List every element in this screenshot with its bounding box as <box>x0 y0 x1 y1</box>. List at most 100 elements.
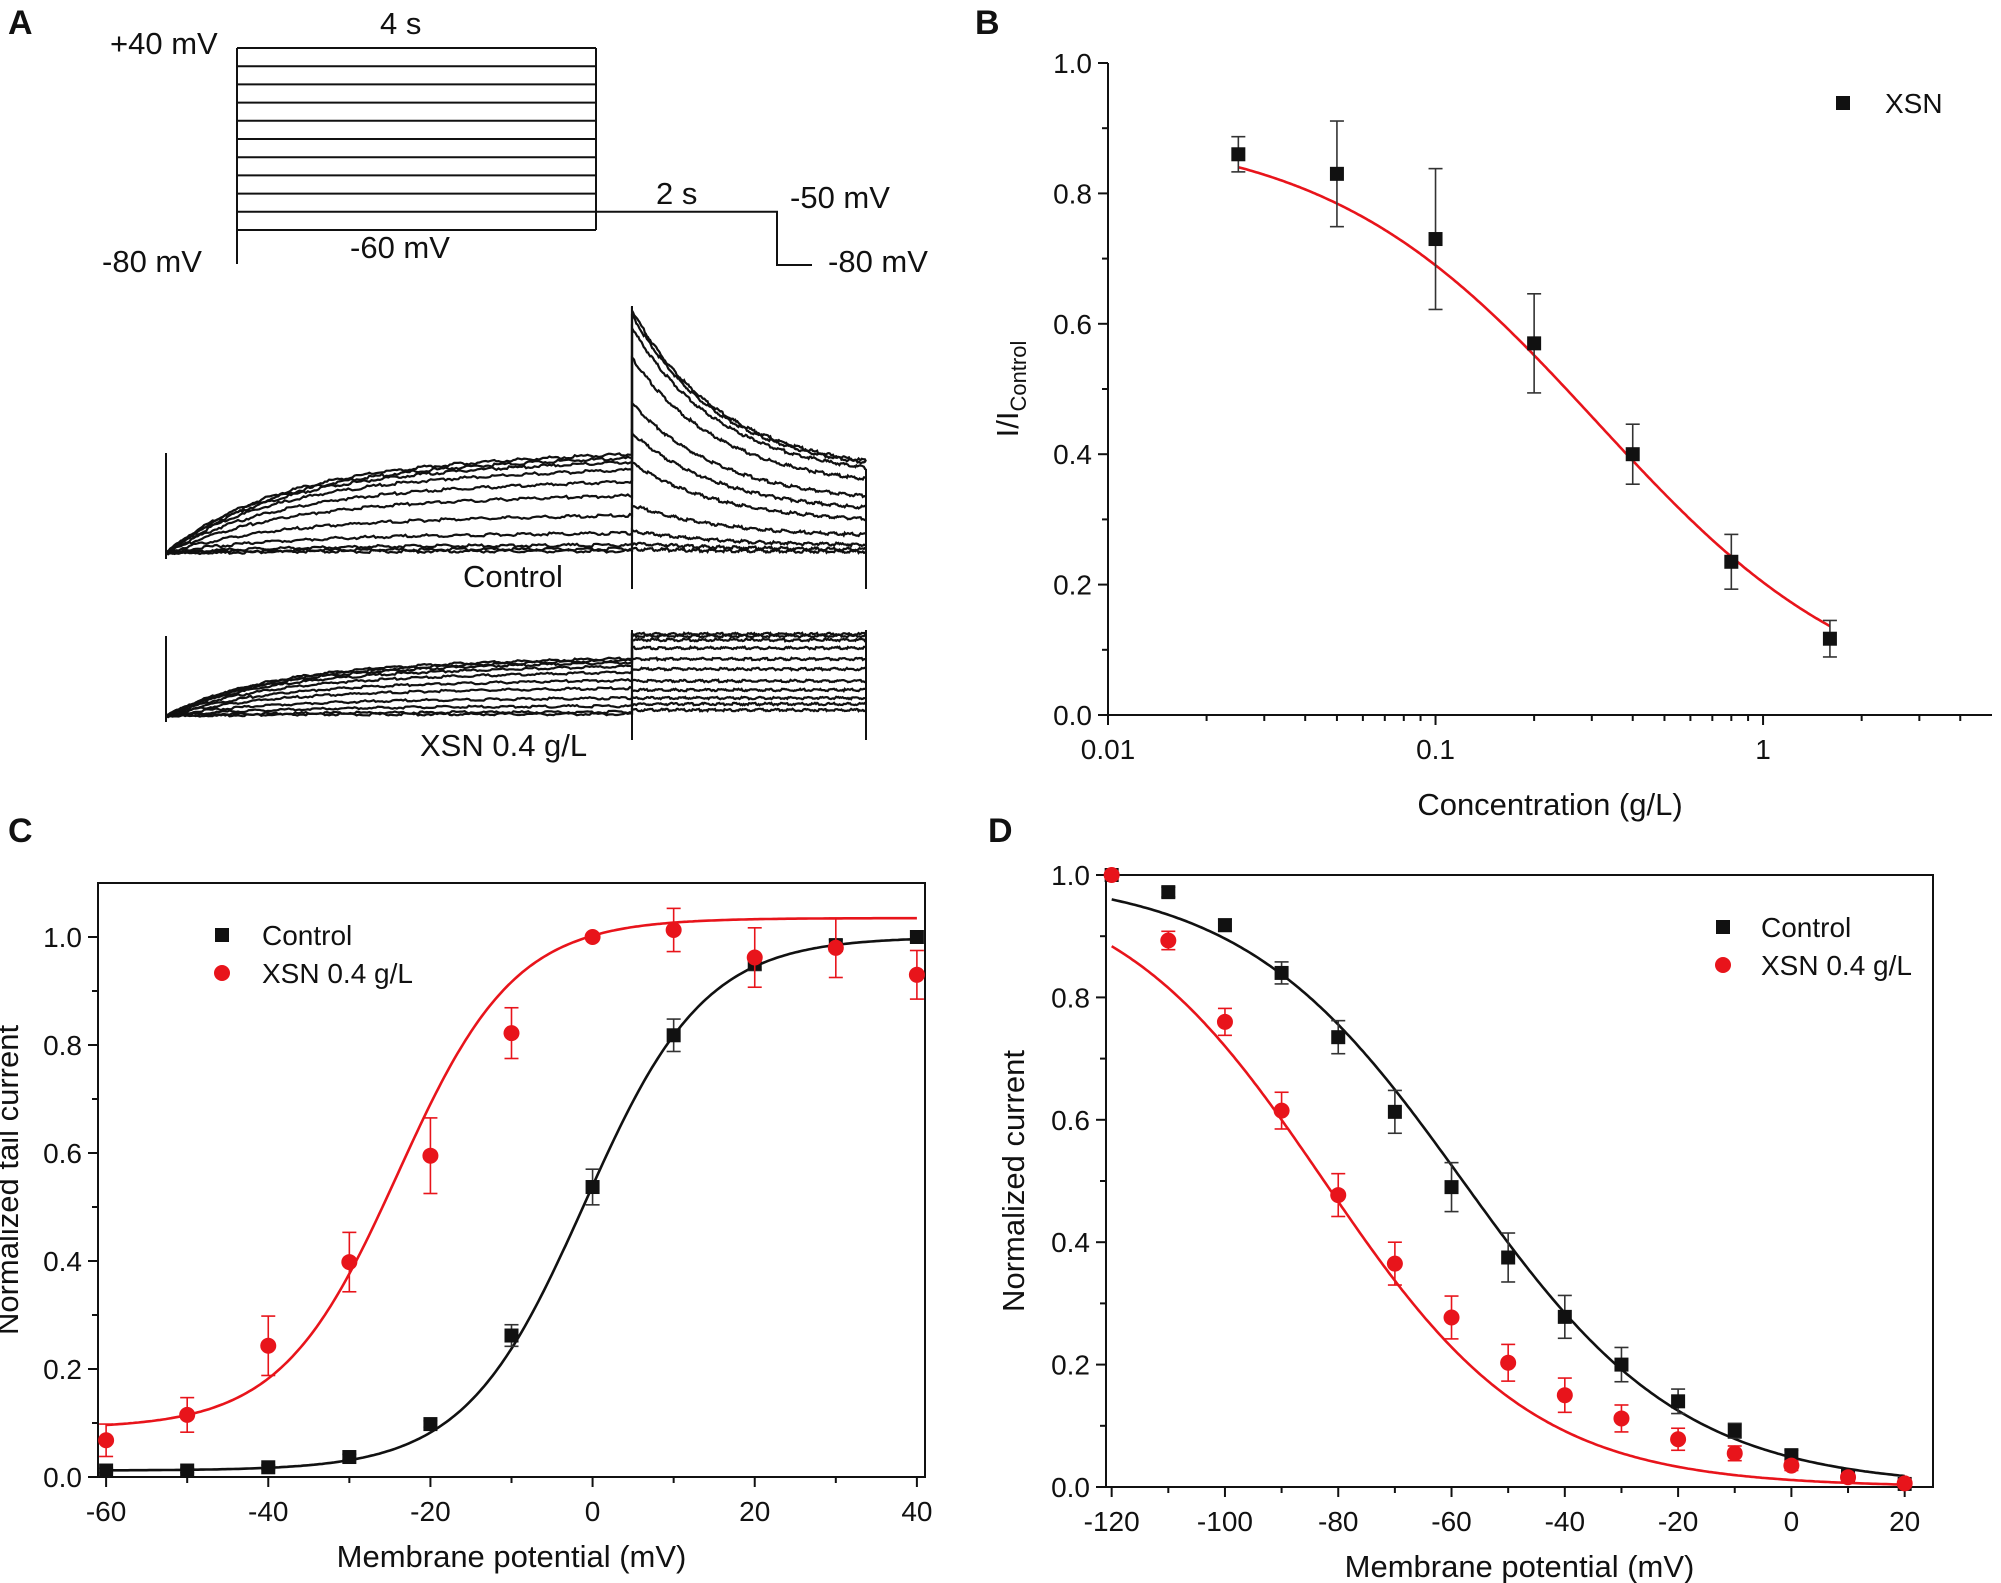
data-point-circle <box>1216 1013 1233 1030</box>
data-point-square <box>1724 554 1739 569</box>
data-point-circle <box>1726 1445 1743 1462</box>
protocol-label-tail-voltage: -50 mV <box>790 180 890 215</box>
legend-label: XSN 0.4 g/L <box>262 958 413 989</box>
y-tick-label: 1.0 <box>1053 48 1092 79</box>
legend-label: Control <box>262 920 352 951</box>
data-point-circle <box>1443 1309 1460 1326</box>
legend-marker-circle <box>1715 957 1731 973</box>
y-tick-label: 0.4 <box>1053 439 1092 470</box>
data-point-square <box>1329 166 1344 181</box>
data-point-circle <box>665 921 682 938</box>
data-point-circle <box>179 1406 196 1423</box>
y-tick-label: 0.6 <box>1053 309 1092 340</box>
legend-marker-square <box>215 928 229 942</box>
trace-label-control: Control <box>463 559 563 594</box>
fit-curve <box>1237 165 1831 628</box>
protocol-label-bottom-step: -60 mV <box>350 230 450 265</box>
data-point-circle <box>1840 1469 1857 1486</box>
data-point-square <box>261 1460 276 1475</box>
current-traces-xsn <box>165 630 867 740</box>
data-point-square <box>342 1450 357 1465</box>
data-point-square <box>1274 965 1289 980</box>
data-point-square <box>1444 1180 1459 1195</box>
x-tick-label: -80 <box>1318 1506 1358 1537</box>
data-point-square <box>1671 1394 1686 1409</box>
x-tick-label: -60 <box>86 1496 126 1527</box>
y-tick-label: 0.8 <box>1051 982 1090 1013</box>
panel-letter-c: C <box>8 812 33 850</box>
x-axis-title: Membrane potential (mV) <box>1345 1549 1695 1583</box>
y-tick-label: 0.6 <box>43 1138 82 1169</box>
data-point-square <box>1217 918 1232 933</box>
protocol-label-holding-right: -80 mV <box>828 244 928 279</box>
data-point-circle <box>1783 1457 1800 1474</box>
panel-letter-a: A <box>8 4 33 42</box>
y-tick-label: 0.8 <box>1053 178 1092 209</box>
x-tick-label: 0.1 <box>1416 734 1455 765</box>
data-point-square <box>1614 1357 1629 1372</box>
data-point-square <box>1527 336 1542 351</box>
data-point-circle <box>98 1432 115 1449</box>
data-point-square <box>666 1028 681 1043</box>
legend-label: XSN <box>1885 88 1943 119</box>
data-point-circle <box>1500 1354 1517 1371</box>
data-point-circle <box>1160 932 1177 949</box>
x-tick-label: 0 <box>585 1496 601 1527</box>
x-tick-label: 0 <box>1784 1506 1800 1537</box>
legend-marker-circle <box>214 965 230 981</box>
x-tick-label: -40 <box>248 1496 288 1527</box>
panel-letter-b: B <box>975 4 1000 42</box>
y-tick-label: 0.0 <box>43 1462 82 1493</box>
y-tick-label: 0.4 <box>1051 1227 1090 1258</box>
x-tick-label: -60 <box>1431 1506 1471 1537</box>
x-tick-label: 40 <box>901 1496 932 1527</box>
data-point-square <box>909 930 924 944</box>
chart-panel-c: -60 -40 -20 0 20 40 0.0 0.2 0.4 0.6 0.8 1.0 Membrane… <box>0 882 932 1574</box>
x-tick-label: 0.01 <box>1081 734 1136 765</box>
data-point-square <box>1161 885 1176 900</box>
x-tick-label: 20 <box>1889 1506 1920 1537</box>
data-point-circle <box>1103 867 1120 883</box>
data-point-square <box>423 1417 438 1432</box>
panel-letter-d: D <box>988 812 1013 850</box>
data-point-circle <box>1273 1102 1290 1119</box>
protocol-label-top-voltage: +40 mV <box>110 26 218 61</box>
protocol-tail-line <box>596 210 812 266</box>
y-axis-title: Normalized current <box>996 1050 1031 1312</box>
y-tick-label: 0.4 <box>43 1246 82 1277</box>
x-axis-title: Membrane potential (mV) <box>337 1539 687 1574</box>
y-axis-title-subscript: Control <box>1006 341 1031 412</box>
current-trace <box>165 355 867 555</box>
data-point-circle <box>1556 1387 1573 1404</box>
y-tick-label: 0.2 <box>43 1354 82 1385</box>
data-point-square <box>1231 147 1246 162</box>
data-point-square <box>99 1463 114 1478</box>
fit-curve <box>1111 945 1905 1486</box>
voltage-protocol <box>236 47 812 266</box>
x-tick-label: -120 <box>1084 1506 1140 1537</box>
data-point-circle <box>827 939 844 956</box>
data-point-circle <box>1670 1431 1687 1448</box>
data-point-square <box>1557 1309 1572 1324</box>
data-point-square <box>1387 1104 1402 1119</box>
data-point-square <box>1625 447 1640 462</box>
current-trace <box>165 306 867 554</box>
legend-label: XSN 0.4 g/L <box>1761 950 1912 981</box>
data-point-square <box>585 1180 600 1195</box>
chart-panel-d: -120 -100 -80 -60 -40 -20 0 20 0.0 0.2 0.4 0.6 0.8 1.… <box>996 860 1934 1583</box>
legend-marker-square <box>1836 96 1850 110</box>
x-tick-label: -20 <box>1658 1506 1698 1537</box>
panel-a: +40 mV 4 s -80 mV -60 mV 2 s -50 mV -80 … <box>102 6 928 763</box>
data-point-circle <box>1330 1187 1347 1204</box>
y-tick-label: 0.0 <box>1051 1472 1090 1503</box>
y-tick-label: 0.2 <box>1051 1350 1090 1381</box>
x-tick-label: -40 <box>1545 1506 1585 1537</box>
data-point-circle <box>908 966 925 983</box>
y-axis-title: Normalized tail current <box>0 1025 25 1335</box>
y-tick-label: 0.6 <box>1051 1105 1090 1136</box>
trace-label-xsn: XSN 0.4 g/L <box>420 728 587 763</box>
data-point-circle <box>1613 1410 1630 1427</box>
legend-label: Control <box>1761 912 1851 943</box>
data-point-square <box>1822 631 1837 646</box>
data-point-square <box>1727 1423 1742 1438</box>
